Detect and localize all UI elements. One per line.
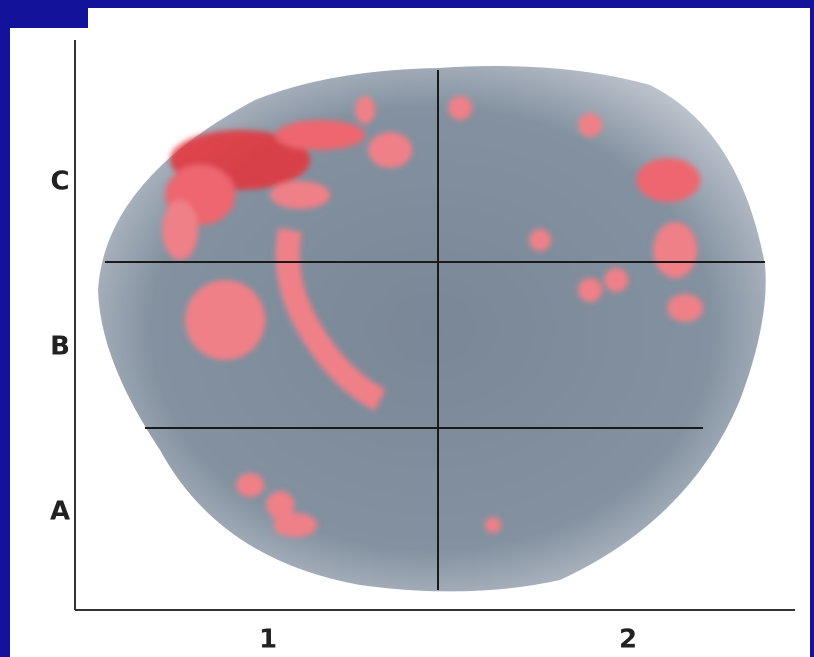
spot bbox=[667, 294, 703, 322]
row-label: A bbox=[50, 497, 70, 527]
spot bbox=[636, 158, 700, 202]
page: C B A 1 2 (() => { const data = JSON.par… bbox=[0, 0, 814, 657]
row-label: B bbox=[50, 332, 70, 362]
spot bbox=[653, 222, 697, 278]
spot bbox=[185, 280, 265, 360]
spot bbox=[162, 200, 198, 260]
spot bbox=[236, 473, 264, 497]
row-label: C bbox=[50, 167, 69, 197]
spot bbox=[578, 278, 602, 302]
spot bbox=[368, 132, 412, 168]
spot bbox=[270, 181, 330, 209]
figure: C B A 1 2 bbox=[0, 0, 814, 657]
spot bbox=[578, 113, 602, 137]
spot bbox=[485, 517, 501, 533]
spot bbox=[448, 96, 472, 120]
spot bbox=[604, 268, 628, 292]
spot bbox=[529, 229, 551, 251]
spot bbox=[273, 513, 317, 537]
spot bbox=[275, 120, 365, 150]
spot bbox=[355, 96, 375, 124]
